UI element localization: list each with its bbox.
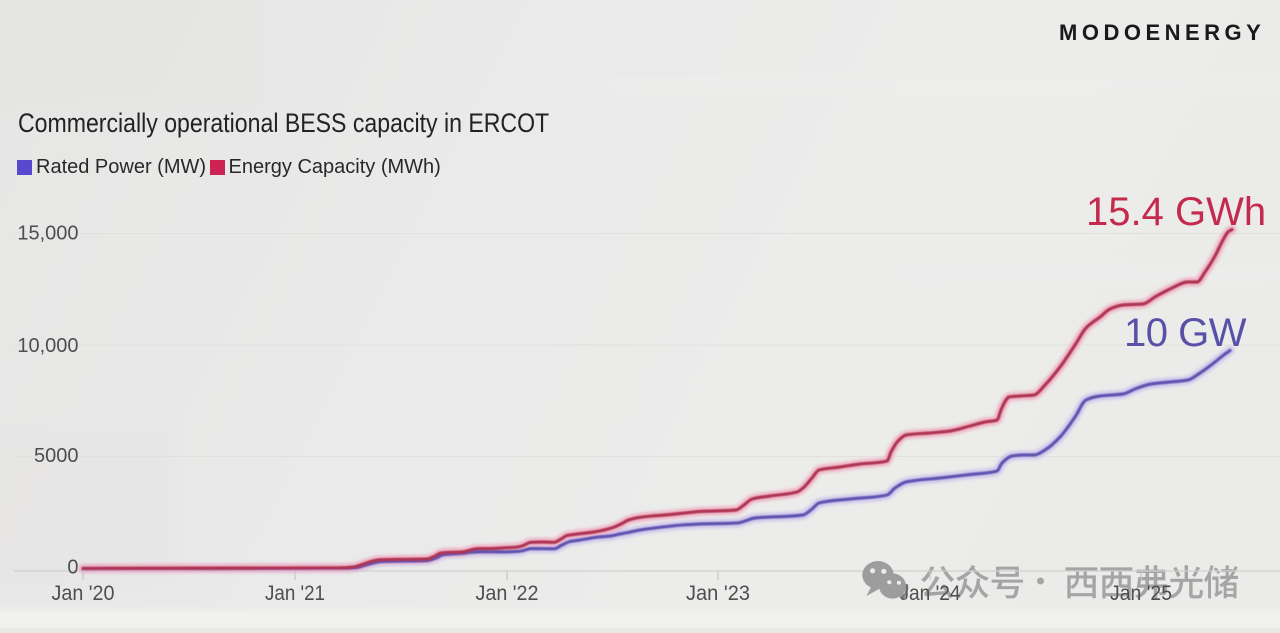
svg-text:Jan '25: Jan '25: [1110, 582, 1172, 605]
svg-text:10 GW: 10 GW: [1124, 311, 1247, 355]
svg-text:Jan '23: Jan '23: [686, 582, 750, 605]
svg-text:Jan '21: Jan '21: [265, 582, 325, 605]
svg-text:5000: 5000: [34, 445, 79, 467]
svg-text:15,000: 15,000: [17, 223, 78, 245]
svg-text:Jan '20: Jan '20: [52, 582, 115, 605]
svg-text:Jan '24: Jan '24: [900, 582, 961, 605]
svg-text:Jan '22: Jan '22: [476, 582, 539, 605]
svg-text:15.4 GWh: 15.4 GWh: [1086, 190, 1266, 234]
svg-text:10,000: 10,000: [17, 335, 78, 357]
svg-text:0: 0: [67, 557, 78, 579]
